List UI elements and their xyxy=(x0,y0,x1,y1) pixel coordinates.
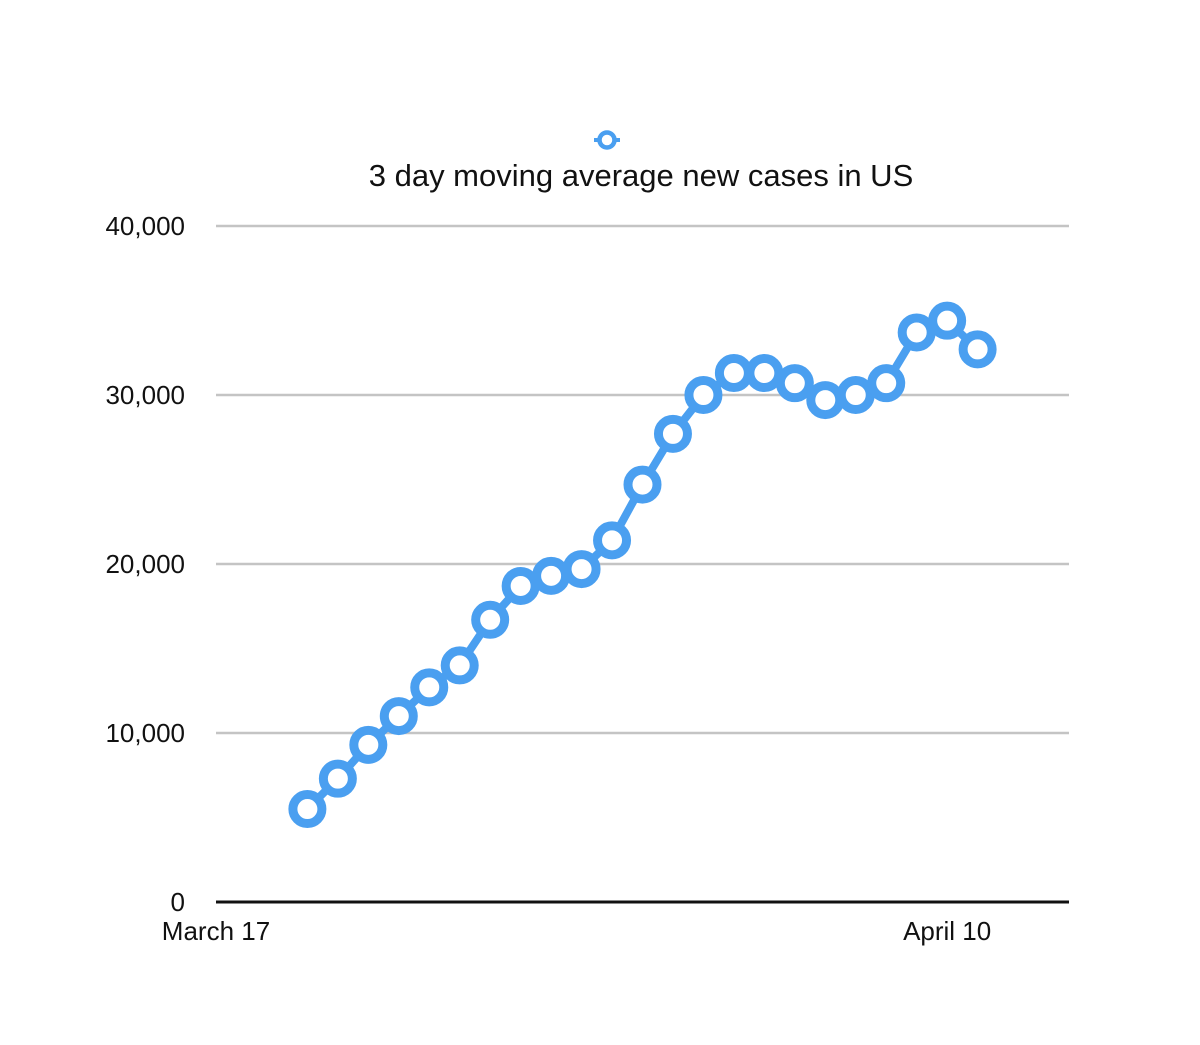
y-tick-label: 30,000 xyxy=(105,380,185,410)
data-point xyxy=(471,600,510,639)
data-point xyxy=(562,550,601,589)
series-layer xyxy=(288,301,997,829)
data-point xyxy=(836,376,875,414)
y-tick-label: 10,000 xyxy=(105,718,185,748)
data-point xyxy=(806,381,845,420)
x-tick-label: April 10 xyxy=(903,916,991,946)
data-point xyxy=(867,364,906,403)
data-point xyxy=(745,354,784,393)
y-tick-label: 40,000 xyxy=(105,211,185,241)
data-point xyxy=(623,465,662,504)
data-point xyxy=(379,697,418,736)
data-point xyxy=(318,759,357,798)
data-point xyxy=(349,725,388,764)
data-point xyxy=(410,668,449,707)
data-point xyxy=(775,364,814,403)
chart-title: 3 day moving average new cases in US xyxy=(369,158,914,193)
data-point xyxy=(501,566,540,605)
x-tick-label: March 17 xyxy=(162,916,270,946)
data-point xyxy=(532,556,571,595)
data-point xyxy=(653,414,692,453)
y-tick-label: 20,000 xyxy=(105,549,185,579)
y-tick-label: 0 xyxy=(171,887,185,917)
data-point xyxy=(928,301,967,340)
data-point xyxy=(684,376,723,414)
data-point xyxy=(897,313,936,352)
gridlines xyxy=(216,224,1069,735)
data-point xyxy=(440,646,479,685)
data-point xyxy=(958,330,997,369)
legend-marker-icon xyxy=(597,130,617,150)
data-point xyxy=(593,521,632,560)
data-point xyxy=(288,790,327,829)
axes: 0 10,000 20,000 30,000 40,000 March 17 April 1… xyxy=(105,211,1069,946)
data-point xyxy=(714,354,753,393)
legend xyxy=(594,130,620,150)
